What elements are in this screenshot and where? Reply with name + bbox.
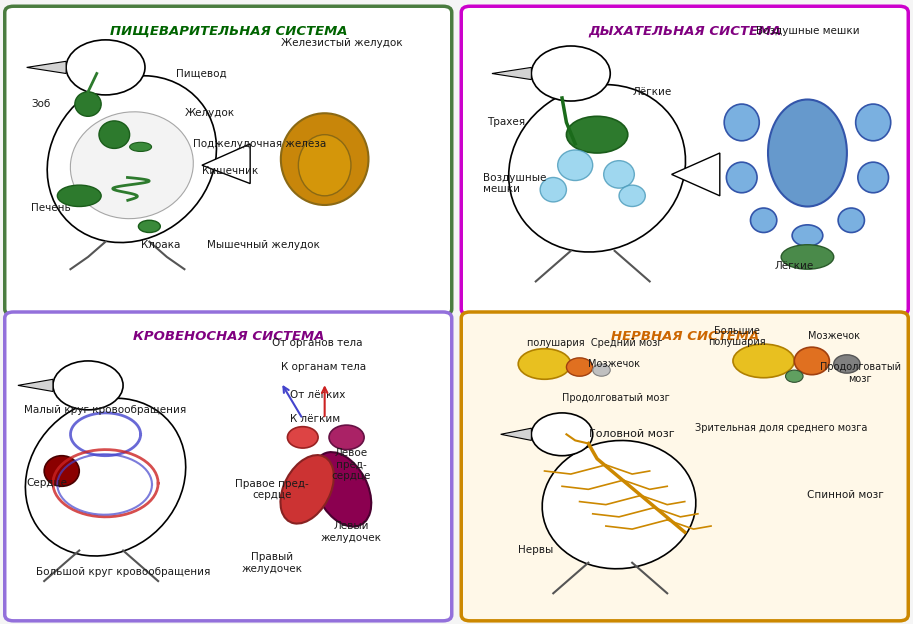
Text: КРОВЕНОСНАЯ СИСТЕМА: КРОВЕНОСНАЯ СИСТЕМА xyxy=(132,330,324,343)
Circle shape xyxy=(66,40,145,95)
Text: Продолговатый мозг: Продолговатый мозг xyxy=(562,392,670,402)
Polygon shape xyxy=(202,144,250,183)
Circle shape xyxy=(531,413,593,456)
Ellipse shape xyxy=(509,85,686,252)
Text: Лёгкие: Лёгкие xyxy=(632,87,671,97)
Ellipse shape xyxy=(139,220,161,233)
Ellipse shape xyxy=(733,344,794,378)
Ellipse shape xyxy=(75,92,101,116)
Text: ДЫХАТЕЛЬНАЯ СИСТЕМА: ДЫХАТЕЛЬНАЯ СИСТЕМА xyxy=(588,24,782,37)
Text: Кишечник: Кишечник xyxy=(202,167,258,177)
Polygon shape xyxy=(492,67,531,80)
Text: Мозжечок: Мозжечок xyxy=(808,331,860,341)
Text: Левый
желудочек: Левый желудочек xyxy=(320,521,382,543)
Polygon shape xyxy=(18,379,53,391)
Text: Клоака: Клоака xyxy=(141,240,180,250)
Ellipse shape xyxy=(70,112,194,218)
Text: Правый
желудочек: Правый желудочек xyxy=(242,552,302,573)
Ellipse shape xyxy=(288,427,318,448)
Text: Желудок: Желудок xyxy=(184,108,235,119)
Ellipse shape xyxy=(785,370,803,383)
Ellipse shape xyxy=(768,99,847,207)
Text: Сердце: Сердце xyxy=(26,478,68,488)
Text: Воздушные
мешки: Воздушные мешки xyxy=(483,173,547,195)
Polygon shape xyxy=(500,428,531,441)
Ellipse shape xyxy=(58,185,101,207)
Ellipse shape xyxy=(130,142,152,152)
Text: Головной мозг: Головной мозг xyxy=(590,429,675,439)
Ellipse shape xyxy=(855,104,891,141)
Text: От органов тела: От органов тела xyxy=(272,338,362,348)
Ellipse shape xyxy=(329,425,364,449)
Text: Продолговатый
мозг: Продолговатый мозг xyxy=(820,363,900,384)
Text: полушария  Средний мозг: полушария Средний мозг xyxy=(527,338,663,348)
Ellipse shape xyxy=(794,347,829,374)
Text: Большие
полушария: Большие полушария xyxy=(708,326,766,348)
Ellipse shape xyxy=(519,349,571,379)
FancyBboxPatch shape xyxy=(5,6,452,315)
Text: Левое
пред-
сердце: Левое пред- сердце xyxy=(331,448,371,482)
Ellipse shape xyxy=(313,452,372,527)
Ellipse shape xyxy=(566,358,593,376)
Text: Трахея: Трахея xyxy=(488,117,526,127)
Circle shape xyxy=(531,46,610,101)
Circle shape xyxy=(53,361,123,410)
Polygon shape xyxy=(672,153,719,196)
Text: Зрительная доля среднего мозга: Зрительная доля среднего мозга xyxy=(695,423,867,433)
Ellipse shape xyxy=(834,355,860,373)
Ellipse shape xyxy=(593,364,610,376)
Ellipse shape xyxy=(858,162,888,193)
Text: Поджелудочная железа: Поджелудочная железа xyxy=(194,139,327,149)
Text: НЕРВНАЯ СИСТЕМА: НЕРВНАЯ СИСТЕМА xyxy=(611,330,759,343)
Ellipse shape xyxy=(281,114,369,205)
Ellipse shape xyxy=(47,76,216,243)
Text: Лёгкие: Лёгкие xyxy=(775,261,813,271)
Text: Воздушные мешки: Воздушные мешки xyxy=(756,26,859,36)
Ellipse shape xyxy=(619,185,645,207)
Ellipse shape xyxy=(280,455,334,524)
Ellipse shape xyxy=(792,225,823,246)
Ellipse shape xyxy=(603,160,635,188)
Text: Правое пред-
сердце: Правое пред- сердце xyxy=(236,479,309,500)
Ellipse shape xyxy=(542,441,696,568)
Text: От лёгких: От лёгких xyxy=(289,389,345,399)
Ellipse shape xyxy=(540,177,566,202)
Ellipse shape xyxy=(299,135,351,196)
Text: Мозжечок: Мозжечок xyxy=(588,359,640,369)
Text: Печень: Печень xyxy=(31,203,71,213)
Text: Малый круг кровообращения: Малый круг кровообращения xyxy=(25,405,186,415)
Text: Пищевод: Пищевод xyxy=(175,69,226,79)
Text: Мышечный желудок: Мышечный желудок xyxy=(207,240,320,250)
FancyBboxPatch shape xyxy=(461,312,908,621)
Text: Железистый желудок: Железистый желудок xyxy=(281,38,403,48)
FancyBboxPatch shape xyxy=(5,312,452,621)
Text: Спинной мозг: Спинной мозг xyxy=(807,490,884,500)
Ellipse shape xyxy=(782,245,834,269)
Text: Нервы: Нервы xyxy=(519,545,553,555)
FancyBboxPatch shape xyxy=(461,6,908,315)
Ellipse shape xyxy=(99,121,130,149)
Text: К лёгким: К лёгким xyxy=(289,414,340,424)
Ellipse shape xyxy=(26,398,185,556)
Ellipse shape xyxy=(838,208,865,233)
Ellipse shape xyxy=(727,162,757,193)
Text: ПИЩЕВАРИТЕЛЬНАЯ СИСТЕМА: ПИЩЕВАРИТЕЛЬНАЯ СИСТЕМА xyxy=(110,24,347,37)
Ellipse shape xyxy=(566,116,628,153)
Text: Большой круг кровообращения: Большой круг кровообращения xyxy=(36,567,210,577)
Ellipse shape xyxy=(750,208,777,233)
Ellipse shape xyxy=(724,104,760,141)
Polygon shape xyxy=(26,61,66,74)
Text: Зоб: Зоб xyxy=(31,99,50,109)
Text: К органам тела: К органам тела xyxy=(281,362,366,372)
Ellipse shape xyxy=(44,456,79,486)
Ellipse shape xyxy=(558,150,593,180)
